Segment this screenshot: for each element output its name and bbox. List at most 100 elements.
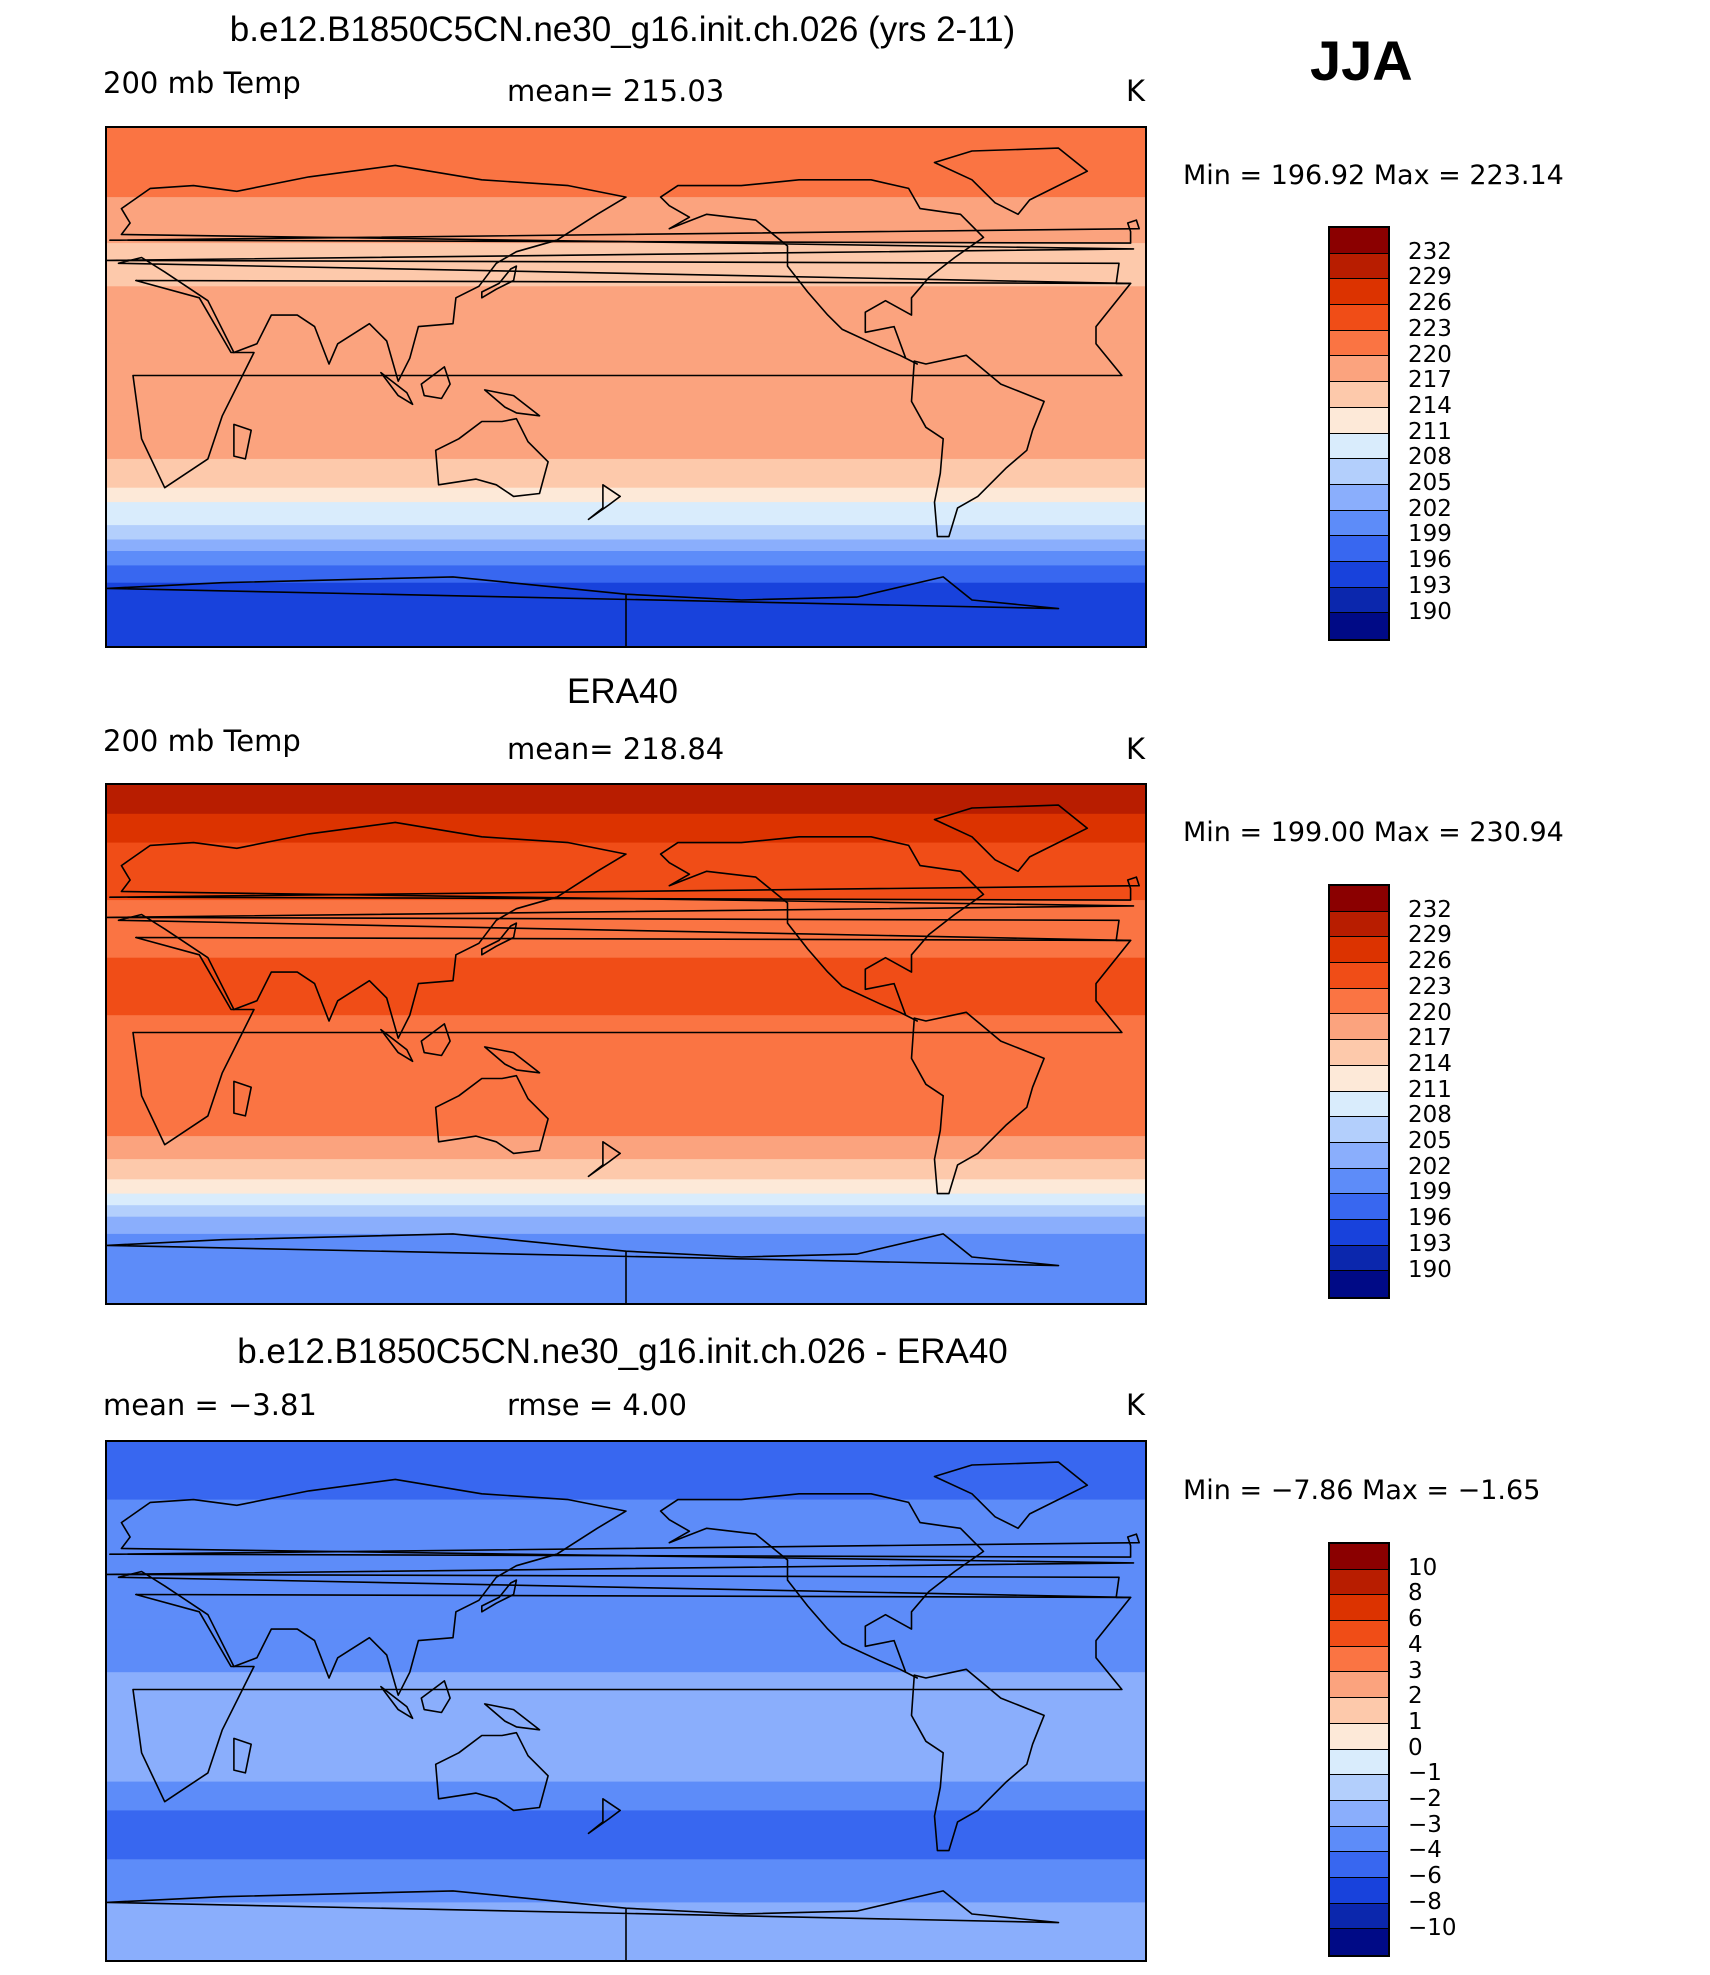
colorbar-swatch: [1330, 1800, 1388, 1827]
panel2-contour-band: [107, 813, 1145, 844]
panel2-coastline: [132, 936, 1132, 1146]
panel3-title: b.e12.B1850C5CN.ne30_g16.init.ch.026 - E…: [237, 1332, 1008, 1371]
colorbar-tick-label: 223: [1408, 973, 1452, 1000]
panel1-coastline: [483, 389, 541, 417]
panel2-contour-band: [107, 1159, 1145, 1180]
colorbar-swatch: [1330, 1091, 1388, 1118]
colorbar-swatch: [1330, 613, 1388, 639]
colorbar-swatch: [1330, 1929, 1388, 1955]
colorbar-swatch: [1330, 1569, 1388, 1596]
panel2-coastline: [109, 876, 1140, 901]
colorbar-tick-label: 217: [1408, 367, 1452, 394]
colorbar-swatch: [1330, 1749, 1388, 1776]
colorbar-swatch: [1330, 1014, 1388, 1041]
colorbar-tick-label: 196: [1408, 1205, 1452, 1232]
panel1-coastline: [587, 484, 621, 521]
panel3-coastline: [420, 1680, 451, 1714]
colorbar-swatch: [1330, 279, 1388, 306]
colorbar-tick-label: 214: [1408, 392, 1452, 419]
colorbar-tick-label: 226: [1408, 948, 1452, 975]
colorbar-swatch: [1330, 1245, 1388, 1272]
panel3-map: [105, 1440, 1147, 1962]
panel3-coastline: [132, 1593, 1132, 1803]
panel1-title: b.e12.B1850C5CN.ne30_g16.init.ch.026 (yr…: [229, 10, 1016, 49]
colorbar-tick-label: −1: [1408, 1760, 1442, 1787]
panel3-field-svg: [107, 1442, 1145, 1960]
colorbar-tick-label: 0: [1408, 1734, 1423, 1761]
colorbar-tick-label: 6: [1408, 1606, 1423, 1633]
panel2-title: ERA40: [567, 672, 678, 711]
panel1-coastline: [481, 265, 518, 299]
panel2-contour-band: [107, 1205, 1145, 1218]
panel3-coastline: [587, 1798, 621, 1835]
colorbar-tick-label: 3: [1408, 1657, 1423, 1684]
panel1-contour-band: [107, 171, 1145, 198]
panel2-contour-band: [107, 785, 1145, 815]
panel3-coastline: [659, 1493, 985, 1679]
colorbar-swatch: [1330, 1142, 1388, 1169]
colorbar-tick-label: 211: [1408, 1076, 1452, 1103]
panel1-contour-band: [107, 415, 1145, 460]
panel2-coastline: [481, 922, 518, 956]
colorbar-tick-label: 226: [1408, 290, 1452, 317]
panel3-mean: mean = −3.81: [103, 1388, 317, 1422]
panel3-coastline: [380, 1685, 414, 1720]
panel2-field-svg: [107, 785, 1145, 1303]
colorbar-tick-label: 202: [1408, 1153, 1452, 1180]
colorbar-tick-label: 208: [1408, 1102, 1452, 1129]
colorbar-swatch: [1330, 561, 1388, 588]
panel3-coastline: [107, 1890, 1060, 1960]
panel2-mean: mean= 218.84: [507, 732, 725, 766]
colorbar-tick-label: −8: [1408, 1888, 1442, 1915]
panel1-coastline: [233, 423, 252, 460]
colorbar-tick-label: −6: [1408, 1863, 1442, 1890]
panel1-map: [105, 126, 1147, 648]
colorbar-swatch: [1330, 305, 1388, 331]
colorbar-swatch: [1330, 1271, 1388, 1297]
colorbar-swatch: [1330, 1065, 1388, 1092]
panel1-contour-band: [107, 286, 1145, 345]
panel1-contour-band: [107, 343, 1145, 417]
panel1-coastline: [107, 576, 1060, 646]
panel3-minmax: Min = −7.86 Max = −1.65: [1183, 1475, 1541, 1506]
panel2-contour-band: [107, 957, 1145, 1016]
panel1-contour-band: [107, 502, 1145, 526]
panel3-coastline: [933, 1461, 1089, 1530]
panel1-variable: 200 mb Temp: [103, 66, 301, 100]
panel2-map: [105, 783, 1147, 1305]
colorbar-tick-label: 8: [1408, 1580, 1423, 1607]
panel3-coastline: [483, 1703, 541, 1731]
panel2-contour-band: [107, 1136, 1145, 1160]
colorbar-tick-label: 211: [1408, 418, 1452, 445]
colorbar-swatch: [1330, 1040, 1388, 1066]
colorbar-tick-label: 220: [1408, 999, 1452, 1026]
colorbar-swatch: [1330, 356, 1388, 383]
panel1-mean: mean= 215.03: [507, 74, 725, 108]
colorbar-swatch: [1330, 459, 1388, 485]
panel2-coastline: [107, 1233, 1060, 1303]
colorbar-swatch: [1330, 407, 1388, 434]
season-label: JJA: [1310, 29, 1413, 92]
panel1-contour-band: [107, 197, 1145, 244]
colorbar-swatch: [1330, 1775, 1388, 1801]
panel1-contour-band: [107, 128, 1145, 172]
panel1-coastline: [420, 366, 451, 400]
colorbar-tick-label: 208: [1408, 444, 1452, 471]
panel2-coastline: [910, 1011, 1045, 1195]
panel1-contour-band: [107, 539, 1145, 552]
colorbar-swatch: [1330, 963, 1388, 989]
colorbar-tick-label: −2: [1408, 1786, 1442, 1812]
panel2-minmax: Min = 199.00 Max = 230.94: [1183, 817, 1564, 848]
panel3-contour-band: [107, 1781, 1145, 1811]
panel1-coastline: [659, 179, 985, 365]
panel3-contour-band: [107, 1442, 1145, 1501]
panel3-coastline: [233, 1737, 252, 1774]
colorbar-swatch: [1330, 484, 1388, 511]
colorbar-tick-label: 229: [1408, 264, 1452, 291]
panel2-coastline: [587, 1141, 621, 1178]
panel3-coastline: [109, 1533, 1140, 1558]
colorbar-tick-label: 217: [1408, 1025, 1452, 1052]
panel2-contour-band: [107, 1179, 1145, 1195]
colorbar-swatch: [1330, 228, 1388, 254]
colorbar-tick-label: 220: [1408, 341, 1452, 368]
